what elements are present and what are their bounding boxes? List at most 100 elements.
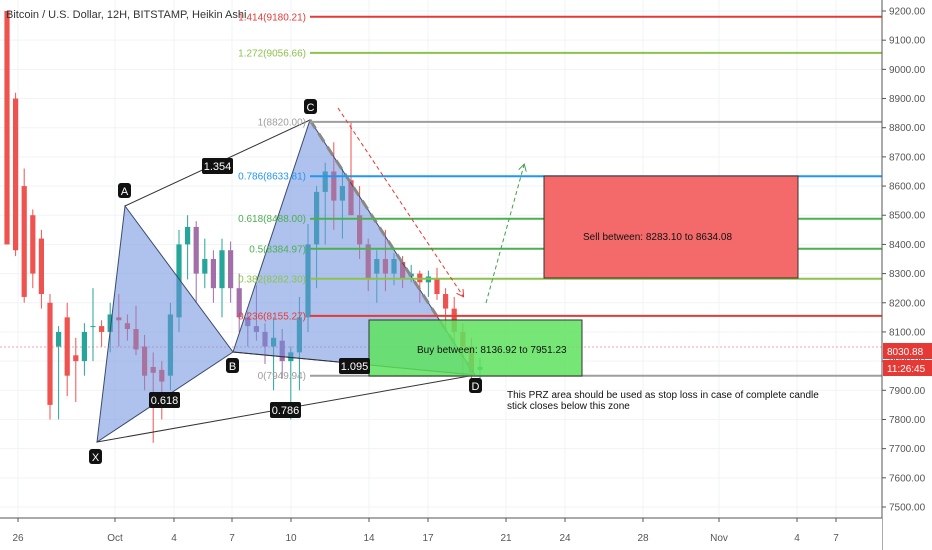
x-tick-label: 4 — [794, 533, 800, 544]
svg-text:B: B — [229, 361, 236, 373]
point-label-x: X — [89, 449, 102, 464]
x-axis: 26 Oct 4 7 10 14 17 21 24 28 Nov 4 7 — [0, 517, 882, 550]
svg-text:0.786: 0.786 — [272, 405, 300, 417]
y-tick-label: 8700.00 — [889, 152, 926, 163]
x-tick-label: Oct — [107, 533, 123, 544]
fib-label: 1.272(9056.66) — [238, 48, 306, 59]
x-tick-label: 17 — [422, 533, 434, 544]
candle — [193, 221, 199, 303]
fib-level: 0.382(8282.30) — [238, 274, 882, 285]
fib-label: 0.618(8488.00) — [238, 214, 306, 225]
svg-text:8030.88: 8030.88 — [887, 347, 924, 358]
svg-text:A: A — [121, 186, 129, 198]
candle — [202, 238, 208, 289]
candle — [47, 294, 53, 420]
candle — [210, 250, 216, 303]
ratio-label-0618: 0.618 — [149, 392, 180, 408]
price-tags: 8030.88 11:26:45 — [883, 343, 932, 376]
candle — [185, 215, 191, 280]
y-tick-label: 9000.00 — [889, 65, 926, 76]
y-axis: 9200.00 9100.00 9000.00 8900.00 8800.00 8700.… — [881, 0, 932, 550]
x-tick-label: 24 — [559, 533, 571, 544]
price-tag: 8030.88 — [883, 343, 932, 359]
fib-label: 1(8820.00) — [258, 117, 306, 128]
fib-label: 0.5(8384.97) — [249, 244, 306, 255]
fib-level: 1(8820.00) — [258, 117, 882, 128]
svg-text:11:26:45: 11:26:45 — [887, 364, 926, 375]
candle — [236, 273, 242, 332]
x-tick-label: 7 — [229, 533, 235, 544]
red-down-arrow — [337, 107, 463, 296]
ratio-label-1354: 1.354 — [202, 158, 233, 174]
candle — [64, 302, 70, 397]
candle — [228, 241, 234, 303]
candle — [73, 337, 79, 402]
point-label-d: D — [469, 378, 482, 393]
y-tick-label: 8500.00 — [889, 211, 926, 222]
x-tick-label: 4 — [171, 533, 177, 544]
candle — [81, 323, 87, 376]
candle — [219, 238, 225, 318]
x-tick-label: 14 — [363, 533, 375, 544]
x-tick-label: 26 — [12, 533, 24, 544]
y-tick-label: 8900.00 — [889, 94, 926, 105]
x-tick-label: 28 — [637, 533, 649, 544]
y-tick-label: 7700.00 — [889, 444, 926, 455]
candle — [425, 270, 431, 297]
price-tag: 11:26:45 — [883, 360, 932, 376]
y-tick-label: 7900.00 — [889, 386, 926, 397]
fib-label: 1.414(9180.21) — [238, 12, 306, 23]
x-tick-label: 21 — [500, 533, 512, 544]
x-tick-label: 10 — [285, 533, 297, 544]
svg-text:1.095: 1.095 — [341, 361, 369, 373]
fib-label: 0.382(8282.30) — [238, 274, 306, 285]
ratio-label-1095: 1.095 — [339, 358, 370, 374]
candle — [434, 267, 440, 300]
fib-level: 0.236(8155.27) — [238, 311, 882, 322]
point-label-c: C — [304, 99, 317, 114]
y-tick-label: 8600.00 — [889, 182, 926, 193]
candle — [30, 209, 36, 289]
y-tick-label: 9200.00 — [889, 7, 926, 18]
y-tick-label: 7600.00 — [889, 473, 926, 484]
chart-title: Bitcoin / U.S. Dollar, 12H, BITSTAMP, He… — [6, 9, 246, 21]
y-tick-label: 7800.00 — [889, 415, 926, 426]
x-tick-label: 7 — [833, 533, 839, 544]
y-tick-label: 8100.00 — [889, 327, 926, 338]
candles — [4, 11, 483, 443]
candle — [90, 288, 96, 362]
svg-text:X: X — [92, 452, 100, 464]
fib-label: 0(7949.94) — [258, 371, 306, 382]
sell-zone-text: Sell between: 8283.10 to 8634.08 — [583, 232, 732, 243]
candle — [21, 168, 27, 303]
y-tick-label: 8300.00 — [889, 269, 926, 280]
buy-zone: Buy between: 8136.92 to 7951.23 — [368, 319, 583, 377]
y-tick-label: 7500.00 — [889, 503, 926, 514]
candle — [56, 326, 62, 420]
candle — [4, 11, 10, 245]
fib-level: 1.272(9056.66) — [238, 48, 882, 59]
ratio-label-0786: 0.786 — [270, 402, 301, 418]
point-label-a: A — [118, 183, 131, 198]
sell-zone: Sell between: 8283.10 to 8634.08 — [543, 175, 799, 279]
svg-text:C: C — [307, 102, 315, 114]
note-line-2: stick closes below this zone — [507, 401, 630, 412]
y-tick-label: 8200.00 — [889, 298, 926, 309]
fib-level: 1.414(9180.21) — [238, 12, 882, 23]
svg-text:D: D — [472, 381, 480, 393]
note-line-1: This PRZ area should be used as stop los… — [507, 390, 819, 401]
svg-text:0.618: 0.618 — [151, 395, 179, 407]
svg-text:1.354: 1.354 — [204, 161, 232, 173]
fib-label: 0.236(8155.27) — [238, 311, 306, 322]
candle — [99, 320, 105, 347]
projection-dashed-line — [308, 119, 477, 376]
fib-label: 0.786(8633.81) — [238, 172, 306, 183]
y-tick-label: 9100.00 — [889, 36, 926, 47]
candle — [38, 229, 44, 309]
y-tick-label: 8400.00 — [889, 240, 926, 251]
y-tick-label: 8800.00 — [889, 123, 926, 134]
candle — [13, 92, 19, 257]
buy-zone-text: Buy between: 8136.92 to 7951.23 — [417, 345, 567, 356]
point-label-b: B — [226, 358, 239, 373]
